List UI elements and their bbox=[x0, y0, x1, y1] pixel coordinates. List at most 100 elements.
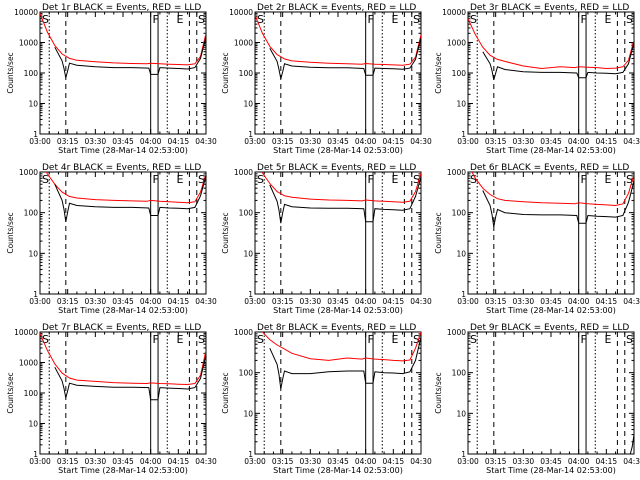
x-tick-label: 04:30 bbox=[410, 457, 432, 466]
x-tick-label: 03:00 bbox=[244, 137, 266, 146]
x-tick-label: 04:15 bbox=[383, 297, 405, 306]
marker-label: S bbox=[626, 173, 633, 186]
x-axis-label: Start Time (28-Mar-14 02:53:00) bbox=[486, 306, 616, 315]
chart-panel-5: Det 5r BLACK = Events, RED = LLD 1 10 100 10… bbox=[221, 163, 432, 315]
series-line-events bbox=[482, 180, 634, 227]
plot-frame bbox=[39, 171, 207, 295]
marker-label: S bbox=[42, 333, 49, 346]
x-tick-label: 03:15 bbox=[57, 457, 79, 466]
y-tick-label: 10000 bbox=[14, 328, 38, 337]
x-tick-label: 04:15 bbox=[383, 137, 405, 146]
x-tick-label: 03:45 bbox=[327, 457, 349, 466]
x-tick-label: 03:00 bbox=[29, 297, 51, 306]
marker-label: F bbox=[368, 173, 374, 186]
x-tick-label: 04:15 bbox=[596, 457, 618, 466]
x-tick-label: 03:00 bbox=[29, 137, 51, 146]
x-tick-label: 03:30 bbox=[513, 457, 535, 466]
x-tick-label: 03:15 bbox=[272, 137, 294, 146]
x-tick-label: 03:45 bbox=[540, 137, 562, 146]
x-tick-label: 03:45 bbox=[327, 137, 349, 146]
x-axis-label: Start Time (28-Mar-14 02:53:00) bbox=[58, 146, 188, 155]
x-tick-label: 03:15 bbox=[272, 297, 294, 306]
y-tick-label: 1000 bbox=[447, 328, 466, 337]
y-tick-label: 10 bbox=[456, 409, 466, 418]
y-axis-label: Counts/sec bbox=[434, 372, 443, 413]
x-tick-label: 04:00 bbox=[568, 457, 590, 466]
chart-title: Det 5r BLACK = Events, RED = LLD bbox=[257, 163, 416, 173]
plot-frame bbox=[254, 171, 422, 295]
marker-label: S bbox=[257, 333, 264, 346]
series-line-lld bbox=[261, 332, 421, 362]
marker-label: S bbox=[257, 13, 264, 26]
x-tick-label: 04:15 bbox=[596, 297, 618, 306]
y-tick-label: 1 bbox=[461, 130, 466, 139]
marker-label: S bbox=[413, 13, 420, 26]
series-line-lld bbox=[255, 14, 421, 66]
y-tick-label: 100 bbox=[239, 369, 254, 378]
x-tick-label: 03:15 bbox=[485, 297, 507, 306]
y-tick-label: 1 bbox=[248, 450, 253, 459]
marker-label: E bbox=[604, 333, 611, 346]
x-tick-label: 04:15 bbox=[596, 137, 618, 146]
y-axis-label: Counts/sec bbox=[6, 52, 15, 93]
y-axis-label: Counts/sec bbox=[6, 372, 15, 413]
marker-label: F bbox=[368, 333, 374, 346]
x-tick-label: 03:30 bbox=[513, 137, 535, 146]
marker-label: F bbox=[153, 13, 159, 26]
x-axis-label: Start Time (28-Mar-14 02:53:00) bbox=[273, 466, 403, 475]
y-axis-label: Counts/sec bbox=[221, 52, 230, 93]
marker-label: F bbox=[153, 333, 159, 346]
marker-label: S bbox=[470, 333, 477, 346]
y-tick-label: 100 bbox=[24, 69, 39, 78]
marker-label: E bbox=[391, 173, 398, 186]
y-tick-label: 10000 bbox=[14, 8, 38, 17]
x-tick-label: 04:00 bbox=[568, 297, 590, 306]
chart-panel-1: Det 1r BLACK = Events, RED = LLD 1 10 100 10… bbox=[6, 3, 217, 155]
marker-label: S bbox=[413, 173, 420, 186]
x-tick-label: 04:30 bbox=[410, 297, 432, 306]
marker-label: S bbox=[198, 333, 205, 346]
y-tick-label: 1000 bbox=[447, 168, 466, 177]
x-tick-label: 03:30 bbox=[300, 137, 322, 146]
chart-title: Det 2r BLACK = Events, RED = LLD bbox=[257, 3, 416, 13]
x-tick-label: 03:15 bbox=[485, 137, 507, 146]
x-tick-label: 03:45 bbox=[112, 137, 134, 146]
chart-panel-9: Det 9r BLACK = Events, RED = LLD 1 10 100 10… bbox=[434, 323, 640, 475]
chart-title: Det 1r BLACK = Events, RED = LLD bbox=[42, 3, 201, 13]
marker-label: F bbox=[581, 173, 587, 186]
x-tick-label: 03:15 bbox=[57, 137, 79, 146]
y-tick-label: 10000 bbox=[229, 8, 253, 17]
y-tick-label: 1000 bbox=[234, 328, 253, 337]
x-tick-label: 03:30 bbox=[85, 137, 107, 146]
x-tick-label: 03:00 bbox=[457, 457, 479, 466]
y-tick-label: 100 bbox=[239, 209, 254, 218]
y-tick-label: 1000 bbox=[234, 168, 253, 177]
x-tick-label: 03:00 bbox=[457, 297, 479, 306]
y-tick-label: 10 bbox=[28, 249, 38, 258]
x-tick-label: 03:30 bbox=[300, 297, 322, 306]
y-tick-label: 1 bbox=[33, 130, 38, 139]
x-tick-label: 04:15 bbox=[168, 137, 190, 146]
x-tick-label: 03:15 bbox=[272, 457, 294, 466]
y-tick-label: 10 bbox=[456, 100, 466, 109]
chart-title: Det 8r BLACK = Events, RED = LLD bbox=[257, 323, 416, 333]
y-tick-label: 1000 bbox=[19, 168, 38, 177]
chart-panel-6: Det 6r BLACK = Events, RED = LLD 1 10 100 10… bbox=[434, 163, 640, 315]
y-tick-label: 100 bbox=[452, 369, 467, 378]
series-line-events bbox=[269, 336, 421, 389]
y-tick-label: 10 bbox=[28, 100, 38, 109]
marker-label: E bbox=[176, 333, 183, 346]
chart-panel-3: Det 3r BLACK = Events, RED = LLD 1 10 100 10… bbox=[434, 3, 640, 155]
marker-label: S bbox=[470, 13, 477, 26]
x-axis-label: Start Time (28-Mar-14 02:53:00) bbox=[58, 306, 188, 315]
x-tick-label: 04:00 bbox=[355, 457, 377, 466]
x-tick-label: 03:30 bbox=[85, 457, 107, 466]
x-tick-label: 04:00 bbox=[140, 297, 162, 306]
marker-label: S bbox=[413, 333, 420, 346]
y-tick-label: 1 bbox=[461, 450, 466, 459]
series-line-events bbox=[54, 354, 206, 401]
x-tick-label: 03:00 bbox=[29, 457, 51, 466]
y-tick-label: 10000 bbox=[442, 8, 466, 17]
x-tick-label: 04:15 bbox=[168, 457, 190, 466]
